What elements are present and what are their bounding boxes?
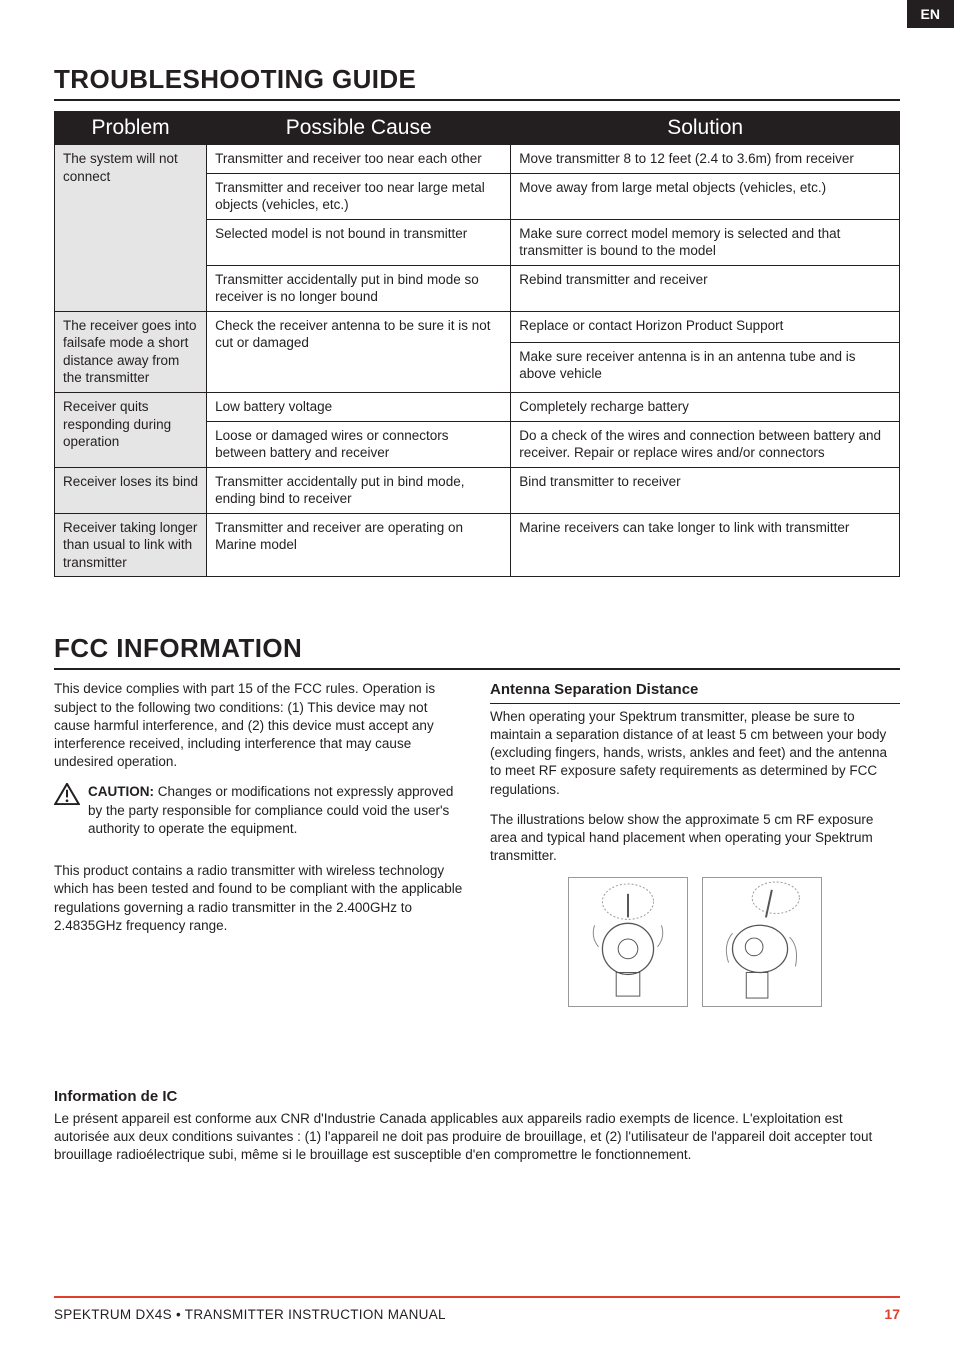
- caution-text: CAUTION: Changes or modifications not ex…: [88, 783, 464, 838]
- language-tab: EN: [907, 0, 954, 28]
- ic-section: Information de IC Le présent appareil es…: [54, 1087, 900, 1164]
- cause-cell: Transmitter and receiver are operating o…: [207, 513, 511, 577]
- troubleshooting-heading: TROUBLESHOOTING GUIDE: [54, 64, 900, 101]
- cause-cell: Transmitter and receiver too near each o…: [207, 145, 511, 174]
- warning-triangle-icon: [54, 783, 80, 850]
- th-cause: Possible Cause: [207, 112, 511, 145]
- fcc-columns: This device complies with part 15 of the…: [54, 680, 900, 1007]
- cause-cell: Loose or damaged wires or connectors bet…: [207, 421, 511, 467]
- fcc-para1: This device complies with part 15 of the…: [54, 680, 464, 771]
- solution-cell: Completely recharge battery: [511, 393, 900, 422]
- cause-cell: Check the receiver antenna to be sure it…: [207, 311, 511, 392]
- problem-cell: Receiver loses its bind: [55, 467, 207, 513]
- cause-cell: Low battery voltage: [207, 393, 511, 422]
- solution-cell: Replace or contact Horizon Product Suppo…: [511, 311, 900, 342]
- fcc-heading: FCC INFORMATION: [54, 633, 900, 670]
- cause-cell: Transmitter accidentally put in bind mod…: [207, 467, 511, 513]
- page-number: 17: [884, 1306, 900, 1322]
- problem-cell: The system will not connect: [55, 145, 207, 312]
- solution-cell: Make sure receiver antenna is in an ante…: [511, 342, 900, 392]
- solution-cell: Make sure correct model memory is select…: [511, 219, 900, 265]
- transmitter-illustration-1: [568, 877, 688, 1007]
- troubleshooting-table: Problem Possible Cause Solution The syst…: [54, 111, 900, 577]
- problem-cell: Receiver taking longer than usual to lin…: [55, 513, 207, 577]
- solution-cell: Move away from large metal objects (vehi…: [511, 173, 900, 219]
- problem-cell: Receiver quits responding during operati…: [55, 393, 207, 468]
- th-solution: Solution: [511, 112, 900, 145]
- cause-cell: Transmitter and receiver too near large …: [207, 173, 511, 219]
- antenna-para1: When operating your Spektrum transmitter…: [490, 708, 900, 799]
- antenna-heading: Antenna Separation Distance: [490, 680, 900, 703]
- caution-block: CAUTION: Changes or modifications not ex…: [54, 783, 464, 850]
- cause-cell: Transmitter accidentally put in bind mod…: [207, 265, 511, 311]
- solution-cell: Move transmitter 8 to 12 feet (2.4 to 3.…: [511, 145, 900, 174]
- ic-text: Le présent appareil est conforme aux CNR…: [54, 1110, 900, 1165]
- fcc-para2: This product contains a radio transmitte…: [54, 862, 464, 935]
- fcc-left-column: This device complies with part 15 of the…: [54, 680, 464, 1007]
- table-row: Receiver loses its bind Transmitter acci…: [55, 467, 900, 513]
- page-footer: SPEKTRUM DX4S • TRANSMITTER INSTRUCTION …: [54, 1296, 900, 1322]
- th-problem: Problem: [55, 112, 207, 145]
- table-row: Receiver taking longer than usual to lin…: [55, 513, 900, 577]
- problem-cell: The receiver goes into failsafe mode a s…: [55, 311, 207, 392]
- fcc-right-column: Antenna Separation Distance When operati…: [490, 680, 900, 1007]
- table-header-row: Problem Possible Cause Solution: [55, 112, 900, 145]
- table-row: Receiver quits responding during operati…: [55, 393, 900, 422]
- ic-heading: Information de IC: [54, 1087, 900, 1107]
- illustration-row: [490, 877, 900, 1007]
- solution-cell: Bind transmitter to receiver: [511, 467, 900, 513]
- solution-cell: Marine receivers can take longer to link…: [511, 513, 900, 577]
- cause-cell: Selected model is not bound in transmitt…: [207, 219, 511, 265]
- table-row: The receiver goes into failsafe mode a s…: [55, 311, 900, 342]
- transmitter-illustration-2: [702, 877, 822, 1007]
- footer-title: SPEKTRUM DX4S • TRANSMITTER INSTRUCTION …: [54, 1307, 446, 1322]
- solution-cell: Rebind transmitter and receiver: [511, 265, 900, 311]
- table-row: The system will not connect Transmitter …: [55, 145, 900, 174]
- solution-cell: Do a check of the wires and connection b…: [511, 421, 900, 467]
- antenna-para2: The illustrations below show the approxi…: [490, 811, 900, 866]
